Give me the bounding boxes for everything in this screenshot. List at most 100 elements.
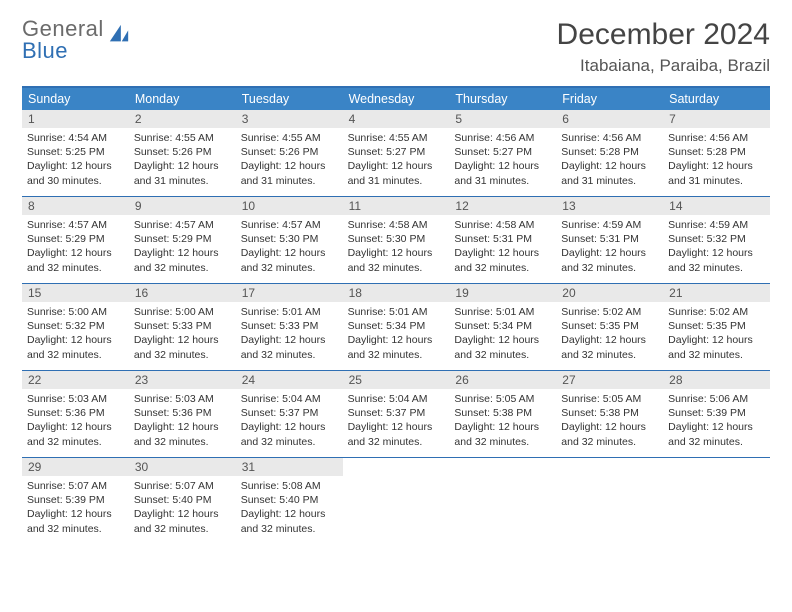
sunrise-text: Sunrise: 4:56 AM [454,131,551,145]
logo-sail-icon [108,23,130,45]
day-number: 25 [343,371,450,389]
day-cell: 21Sunrise: 5:02 AMSunset: 5:35 PMDayligh… [663,284,770,370]
sunrise-text: Sunrise: 4:57 AM [241,218,338,232]
logo-text: General Blue [22,18,104,62]
day-info: Sunrise: 4:58 AMSunset: 5:31 PMDaylight:… [454,218,551,275]
day-number: 6 [556,110,663,128]
location-text: Itabaiana, Paraiba, Brazil [557,56,770,76]
calendar: Sunday Monday Tuesday Wednesday Thursday… [22,86,770,544]
sunset-text: Sunset: 5:27 PM [348,145,445,159]
day-cell: 10 Sunrise: 4:57 AMSunset: 5:30 PMDayligh… [236,197,343,283]
sunset-text: Sunset: 5:39 PM [27,493,124,507]
sunset-text: Sunset: 5:39 PM [668,406,765,420]
day-cell: 26Sunrise: 5:05 AMSunset: 5:38 PMDayligh… [449,371,556,457]
sunrise-text: Sunrise: 4:59 AM [668,218,765,232]
day-header-wednesday: Wednesday [343,88,450,110]
sunset-text: Sunset: 5:26 PM [134,145,231,159]
day-number: 18 [343,284,450,302]
day-info: Sunrise: 4:57 AMSunset: 5:30 PMDaylight:… [241,218,338,275]
day-cell: 31Sunrise: 5:08 AMSunset: 5:40 PMDayligh… [236,458,343,544]
day-cell: 19Sunrise: 5:01 AMSunset: 5:34 PMDayligh… [449,284,556,370]
day-cell: 9Sunrise: 4:57 AMSunset: 5:29 PMDaylight… [129,197,236,283]
day-header-sunday: Sunday [22,88,129,110]
day-cell: 7Sunrise: 4:56 AMSunset: 5:28 PMDaylight… [663,110,770,196]
week-row: 15Sunrise: 5:00 AMSunset: 5:32 PMDayligh… [22,284,770,371]
day-number: 22 [22,371,129,389]
sunset-text: Sunset: 5:28 PM [668,145,765,159]
day-number: 19 [449,284,556,302]
sunset-text: Sunset: 5:36 PM [27,406,124,420]
day-cell: 1Sunrise: 4:54 AMSunset: 5:25 PMDaylight… [22,110,129,196]
day-cell: 15Sunrise: 5:00 AMSunset: 5:32 PMDayligh… [22,284,129,370]
daylight-text: Daylight: 12 hours and 32 minutes. [241,420,338,448]
daylight-text: Daylight: 12 hours and 30 minutes. [27,159,124,187]
day-number: 20 [556,284,663,302]
day-cell [449,458,556,544]
day-info: Sunrise: 4:59 AMSunset: 5:31 PMDaylight:… [561,218,658,275]
sunrise-text: Sunrise: 5:03 AM [134,392,231,406]
day-header-tuesday: Tuesday [236,88,343,110]
day-number: 2 [129,110,236,128]
sunrise-text: Sunrise: 5:01 AM [454,305,551,319]
day-cell: 8Sunrise: 4:57 AMSunset: 5:29 PMDaylight… [22,197,129,283]
day-cell: 6 Sunrise: 4:56 AMSunset: 5:28 PMDaylight… [556,110,663,196]
week-row: 22Sunrise: 5:03 AMSunset: 5:36 PMDayligh… [22,371,770,458]
sunrise-text: Sunrise: 5:04 AM [348,392,445,406]
day-cell [663,458,770,544]
day-info: Sunrise: 5:00 AMSunset: 5:33 PMDaylight:… [134,305,231,362]
day-info: Sunrise: 4:56 AMSunset: 5:28 PMDaylight:… [561,131,658,188]
day-info: Sunrise: 4:55 AMSunset: 5:26 PMDaylight:… [241,131,338,188]
day-number: 5 [449,110,556,128]
day-cell: 12Sunrise: 4:58 AMSunset: 5:31 PMDayligh… [449,197,556,283]
daylight-text: Daylight: 12 hours and 32 minutes. [454,246,551,274]
sunset-text: Sunset: 5:28 PM [561,145,658,159]
sunset-text: Sunset: 5:35 PM [561,319,658,333]
daylight-text: Daylight: 12 hours and 32 minutes. [241,246,338,274]
daylight-text: Daylight: 12 hours and 31 minutes. [134,159,231,187]
day-info: Sunrise: 5:02 AMSunset: 5:35 PMDaylight:… [668,305,765,362]
sunset-text: Sunset: 5:33 PM [134,319,231,333]
day-cell: 13Sunrise: 4:59 AMSunset: 5:31 PMDayligh… [556,197,663,283]
day-number: 24 [236,371,343,389]
sunrise-text: Sunrise: 5:00 AM [134,305,231,319]
day-info: Sunrise: 4:59 AMSunset: 5:32 PMDaylight:… [668,218,765,275]
daylight-text: Daylight: 12 hours and 32 minutes. [561,420,658,448]
sunrise-text: Sunrise: 5:00 AM [27,305,124,319]
day-number: 28 [663,371,770,389]
sunset-text: Sunset: 5:25 PM [27,145,124,159]
day-info: Sunrise: 4:55 AMSunset: 5:26 PMDaylight:… [134,131,231,188]
daylight-text: Daylight: 12 hours and 31 minutes. [454,159,551,187]
daylight-text: Daylight: 12 hours and 32 minutes. [561,333,658,361]
day-cell: 29Sunrise: 5:07 AMSunset: 5:39 PMDayligh… [22,458,129,544]
day-info: Sunrise: 5:00 AMSunset: 5:32 PMDaylight:… [27,305,124,362]
daylight-text: Daylight: 12 hours and 31 minutes. [668,159,765,187]
day-cell: 2 Sunrise: 4:55 AMSunset: 5:26 PMDaylight… [129,110,236,196]
sunrise-text: Sunrise: 5:03 AM [27,392,124,406]
week-row: 29Sunrise: 5:07 AMSunset: 5:39 PMDayligh… [22,458,770,544]
daylight-text: Daylight: 12 hours and 32 minutes. [668,246,765,274]
sunset-text: Sunset: 5:36 PM [134,406,231,420]
sunrise-text: Sunrise: 4:58 AM [348,218,445,232]
sunrise-text: Sunrise: 4:54 AM [27,131,124,145]
sunset-text: Sunset: 5:38 PM [454,406,551,420]
sunset-text: Sunset: 5:31 PM [561,232,658,246]
day-number: 14 [663,197,770,215]
day-number: 3 [236,110,343,128]
day-cell: 27Sunrise: 5:05 AMSunset: 5:38 PMDayligh… [556,371,663,457]
sunrise-text: Sunrise: 4:55 AM [348,131,445,145]
daylight-text: Daylight: 12 hours and 32 minutes. [27,246,124,274]
day-info: Sunrise: 5:05 AMSunset: 5:38 PMDaylight:… [561,392,658,449]
sunset-text: Sunset: 5:33 PM [241,319,338,333]
day-info: Sunrise: 5:01 AMSunset: 5:33 PMDaylight:… [241,305,338,362]
sunrise-text: Sunrise: 4:57 AM [27,218,124,232]
daylight-text: Daylight: 12 hours and 32 minutes. [241,333,338,361]
sunset-text: Sunset: 5:38 PM [561,406,658,420]
day-number: 10 [236,197,343,215]
sunrise-text: Sunrise: 5:05 AM [561,392,658,406]
daylight-text: Daylight: 12 hours and 32 minutes. [27,333,124,361]
day-cell: 16 Sunrise: 5:00 AMSunset: 5:33 PMDayligh… [129,284,236,370]
day-number: 16 [129,284,236,302]
day-header-thursday: Thursday [449,88,556,110]
daylight-text: Daylight: 12 hours and 32 minutes. [134,507,231,535]
day-cell [556,458,663,544]
